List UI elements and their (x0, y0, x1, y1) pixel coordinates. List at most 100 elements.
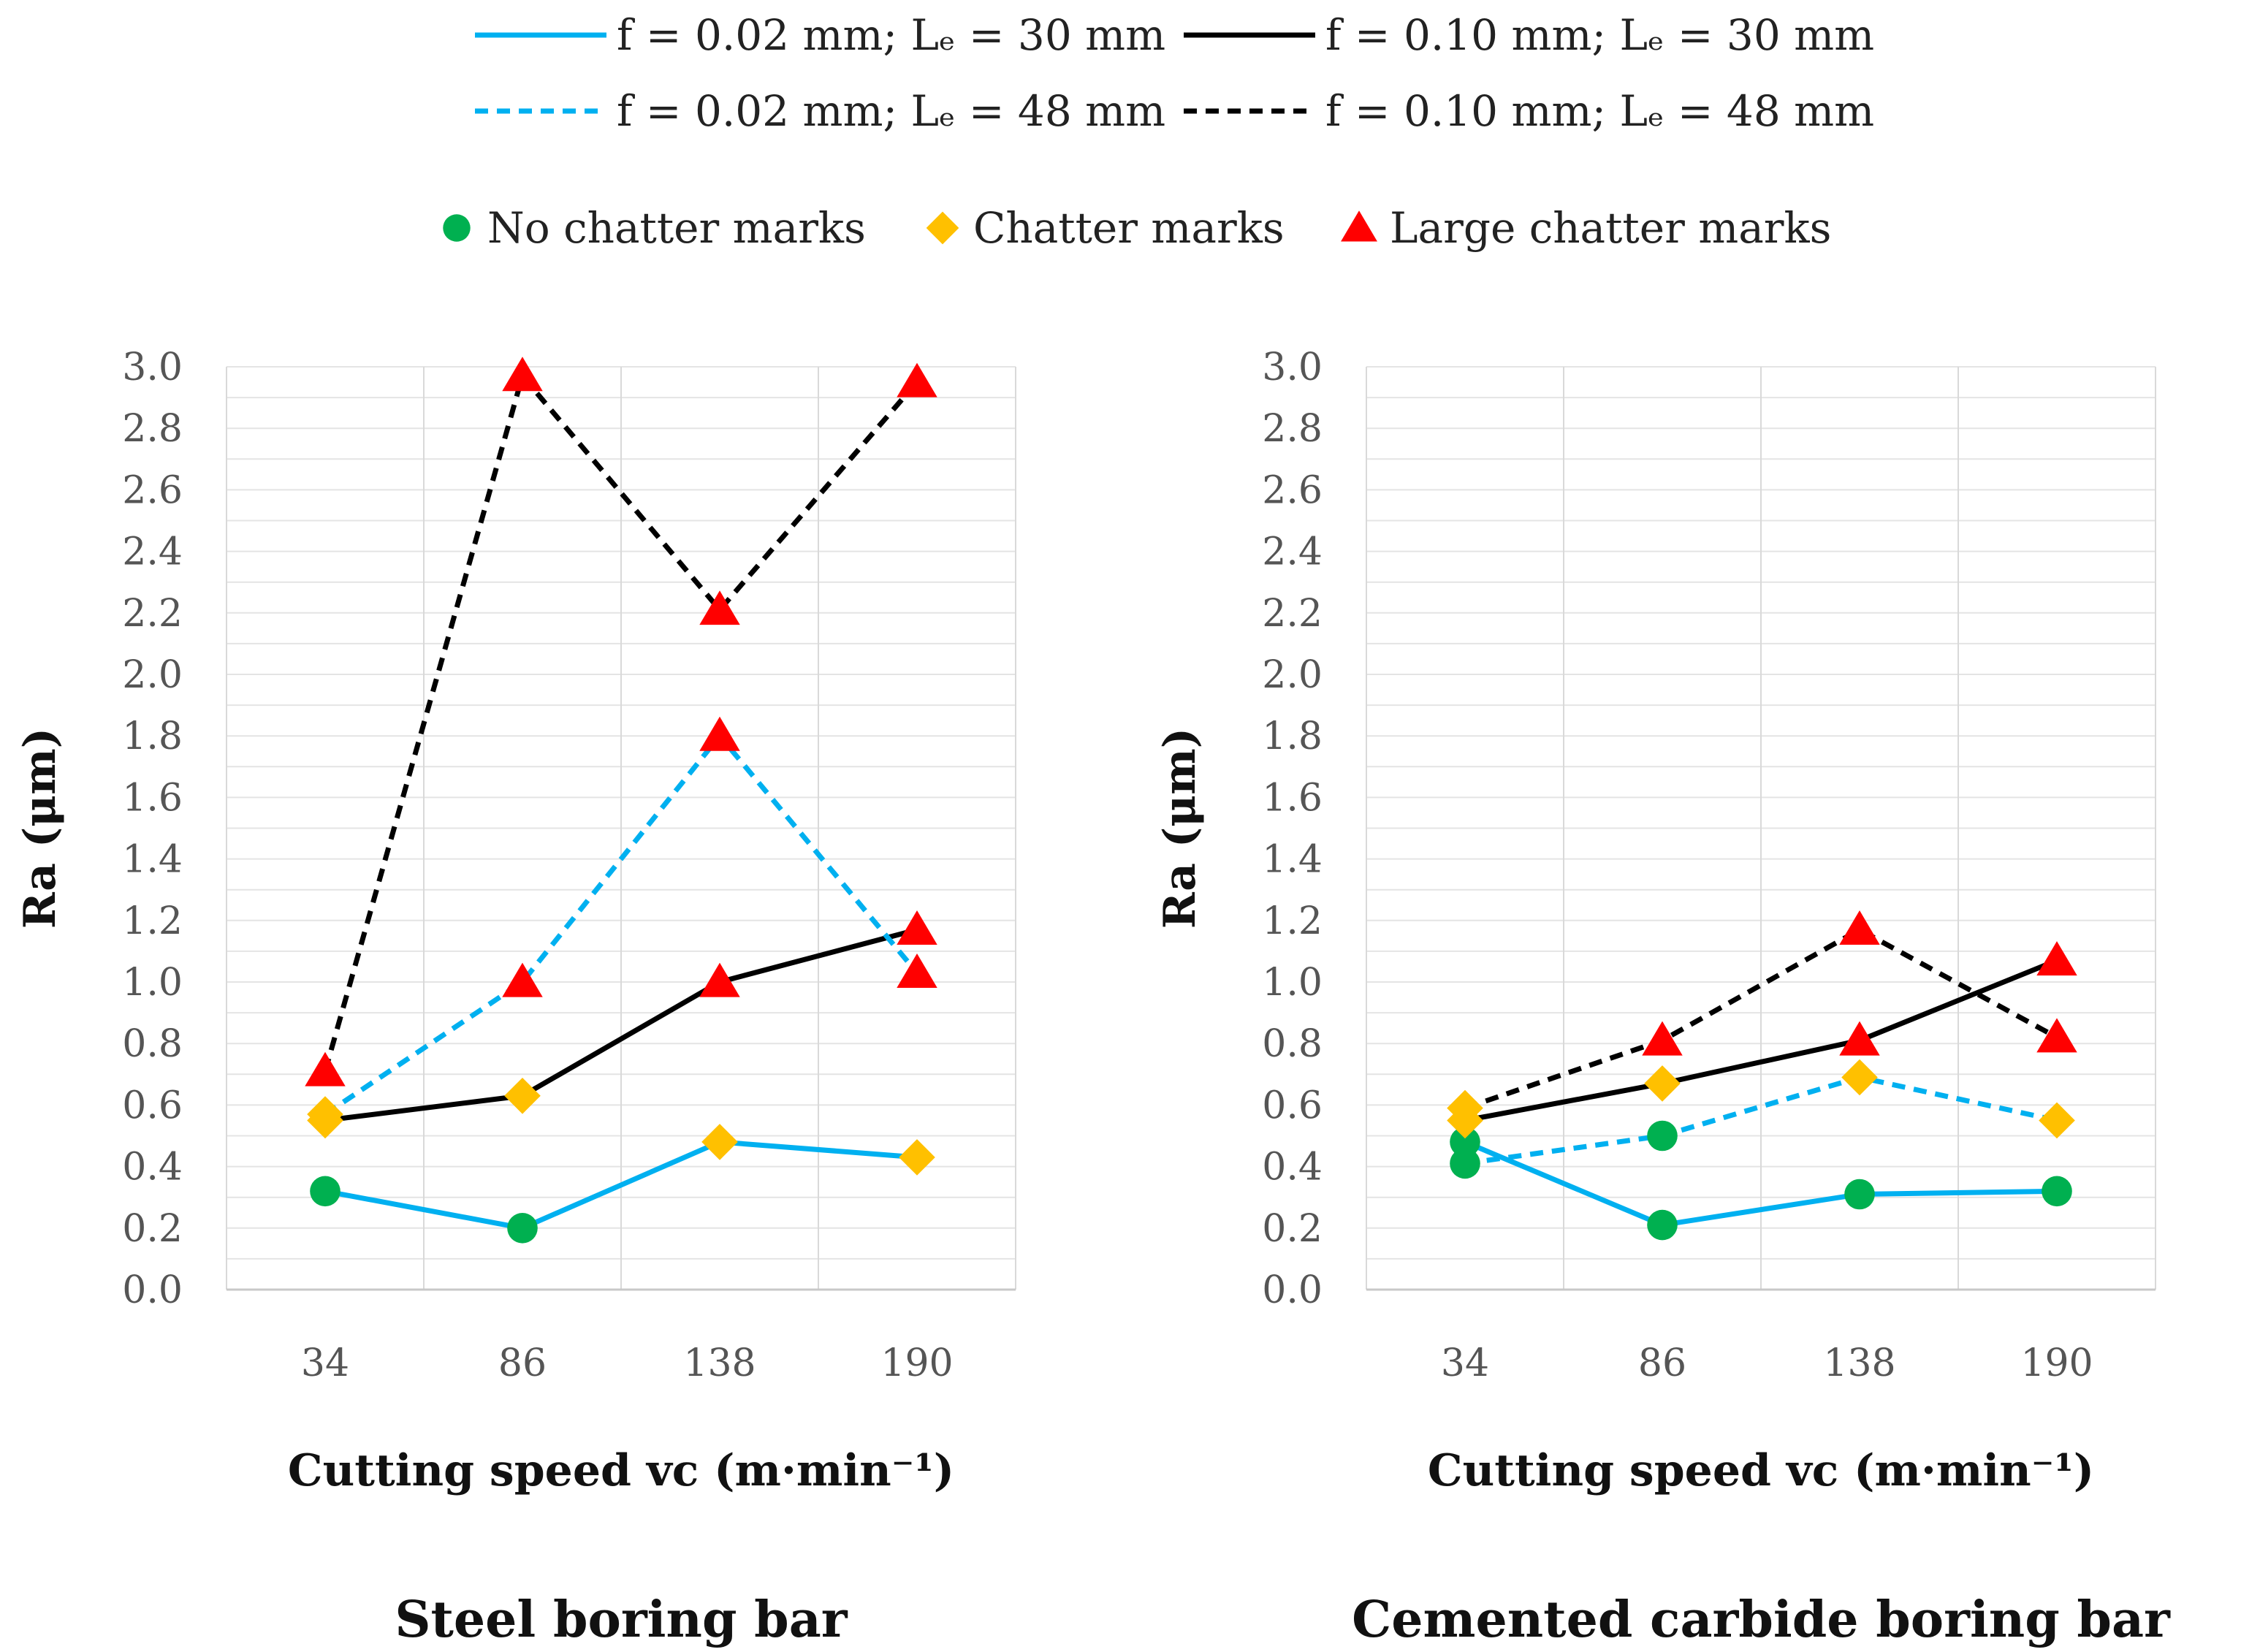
data-point-diamond (1644, 1065, 1681, 1102)
y-tick-label: 2.2 (1262, 592, 1323, 636)
y-tick-label: 2.6 (122, 468, 183, 512)
y-tick-label: 3.0 (1262, 346, 1323, 389)
data-point-circle (1450, 1127, 1480, 1157)
data-point-triangle (1642, 1021, 1683, 1056)
x-axis-title: Cutting speed vc (m·min⁻¹) (1428, 1445, 2094, 1496)
y-tick-label: 1.0 (122, 961, 183, 1005)
y-tick-label: 0.0 (1262, 1268, 1323, 1312)
data-point-diamond (899, 1139, 935, 1176)
data-point-circle (1647, 1209, 1678, 1241)
y-tick-label: 2.6 (1262, 468, 1323, 512)
legend-marker-label: No chatter marks (487, 203, 866, 253)
data-point-triangle (502, 962, 543, 997)
data-point-circle (1450, 1148, 1480, 1179)
data-point-triangle (699, 716, 740, 751)
y-tick-label: 2.4 (122, 530, 183, 574)
steel-chart: 0.0 0.2 0.4 0.6 0.8 1.0 1.2 1.4 1.6 1.8 2.0 2.2 2.4 2… (15, 346, 1016, 1649)
y-tick-label: 1.6 (1262, 776, 1323, 820)
series-line (1464, 1139, 2058, 1228)
data-point-circle (1647, 1120, 1678, 1152)
y-tick-label: 2.4 (1262, 530, 1323, 574)
x-tick-labels: 34 86 138 190 (301, 1341, 954, 1385)
legend-marker-circle (443, 214, 471, 242)
data-points (1447, 910, 2077, 1241)
data-point-triangle (1839, 1021, 1880, 1056)
data-point-triangle (305, 1051, 346, 1086)
carbide-chart: 0.0 0.2 0.4 0.6 0.8 1.0 1.2 1.4 1.6 1.8 2.0 2.2 2.4 2… (1154, 346, 2171, 1649)
data-point-circle (310, 1176, 340, 1207)
grid (226, 366, 1016, 1291)
y-tick-label: 1.8 (122, 715, 183, 758)
y-tick-label: 1.4 (1262, 838, 1323, 882)
x-tick-label: 190 (880, 1341, 953, 1385)
y-tick-label: 1.0 (1262, 961, 1323, 1005)
y-tick-labels: 0.0 0.2 0.4 0.6 0.8 1.0 1.2 1.4 1.6 1.8 2.0 2.2 2.4 2… (122, 346, 183, 1312)
y-tick-label: 0.0 (122, 1268, 183, 1312)
steel-chart-panel: 0.0 0.2 0.4 0.6 0.8 1.0 1.2 1.4 1.6 1.8 2.0 2.2 2.4 2… (0, 321, 1096, 1651)
y-tick-label: 1.8 (1262, 715, 1323, 758)
series-line (322, 373, 919, 1073)
data-point-circle (507, 1213, 538, 1244)
data-point-triangle (502, 357, 543, 392)
y-axis-title: Ra (μm) (15, 728, 66, 929)
legend-marker-label: Chatter marks (973, 203, 1285, 253)
data-point-circle (1844, 1179, 1875, 1210)
chart-legend: f = 0.02 mm; Lₑ = 30 mm f = 0.10 mm; Lₑ =… (443, 10, 1874, 253)
y-tick-label: 0.4 (1262, 1146, 1323, 1189)
data-point-diamond (1841, 1059, 1878, 1096)
series-line (324, 927, 918, 1123)
data-points (305, 357, 937, 1244)
x-tick-label: 190 (2020, 1341, 2093, 1385)
y-tick-label: 0.6 (1262, 1084, 1323, 1127)
y-tick-labels: 0.0 0.2 0.4 0.6 0.8 1.0 1.2 1.4 1.6 1.8 2.0 2.2 2.4 2… (1262, 346, 1323, 1312)
legend-marker-group: No chatter marks Chatter marks Large chatt… (443, 203, 1831, 253)
y-tick-label: 0.8 (1262, 1022, 1323, 1066)
legend-marker-diamond (926, 211, 959, 245)
y-axis-title: Ra (μm) (1154, 728, 1206, 929)
data-point-triangle (897, 953, 937, 988)
y-tick-label: 1.2 (1262, 899, 1323, 943)
series-line (324, 733, 919, 1116)
data-point-diamond (307, 1096, 343, 1133)
data-point-diamond (701, 1124, 738, 1160)
data-point-triangle (1839, 910, 1880, 945)
y-tick-label: 2.8 (1262, 407, 1323, 451)
series-line (1464, 1075, 2058, 1166)
x-tick-label: 138 (683, 1341, 756, 1385)
data-point-triangle (2036, 1018, 2077, 1053)
x-tick-labels: 34 86 138 190 (1441, 1341, 2093, 1385)
y-tick-label: 1.4 (122, 838, 183, 882)
data-point-diamond (504, 1077, 541, 1114)
x-tick-label: 34 (1441, 1341, 1489, 1385)
legend-series-label: f = 0.02 mm; Lₑ = 30 mm (617, 10, 1165, 60)
x-tick-label: 86 (1638, 1341, 1686, 1385)
y-tick-label: 0.2 (122, 1207, 183, 1251)
x-tick-label: 34 (301, 1341, 349, 1385)
legend-marker-label: Large chatter marks (1390, 203, 1831, 253)
data-point-triangle (699, 962, 740, 997)
y-tick-label: 0.2 (1262, 1207, 1323, 1251)
data-point-circle (2042, 1176, 2072, 1207)
series-lines (1464, 926, 2058, 1228)
y-tick-label: 0.8 (122, 1022, 183, 1066)
series-line (1464, 958, 2058, 1123)
data-point-triangle (2036, 941, 2077, 976)
carbide-chart-panel: 0.0 0.2 0.4 0.6 0.8 1.0 1.2 1.4 1.6 1.8 2.0 2.2 2.4 2… (1140, 321, 2236, 1651)
grid (1366, 366, 2156, 1291)
chart-title: Cemented carbide boring bar (1352, 1591, 2171, 1649)
legend-series-label: f = 0.10 mm; Lₑ = 30 mm (1325, 10, 1874, 60)
y-tick-label: 0.6 (122, 1084, 183, 1127)
data-point-triangle (897, 910, 937, 945)
legend-marker-triangle (1341, 210, 1377, 242)
x-tick-label: 86 (498, 1341, 547, 1385)
y-tick-label: 2.0 (1262, 653, 1323, 697)
y-tick-label: 2.8 (122, 407, 183, 451)
data-point-diamond (1447, 1089, 1483, 1127)
data-point-diamond (2039, 1102, 2075, 1139)
chart-title: Steel boring bar (395, 1591, 848, 1649)
y-tick-label: 3.0 (122, 346, 183, 389)
y-tick-label: 2.0 (122, 653, 183, 697)
legend-series-label: f = 0.10 mm; Lₑ = 48 mm (1325, 86, 1874, 136)
series-lines (322, 373, 919, 1231)
x-tick-label: 138 (1823, 1341, 1895, 1385)
